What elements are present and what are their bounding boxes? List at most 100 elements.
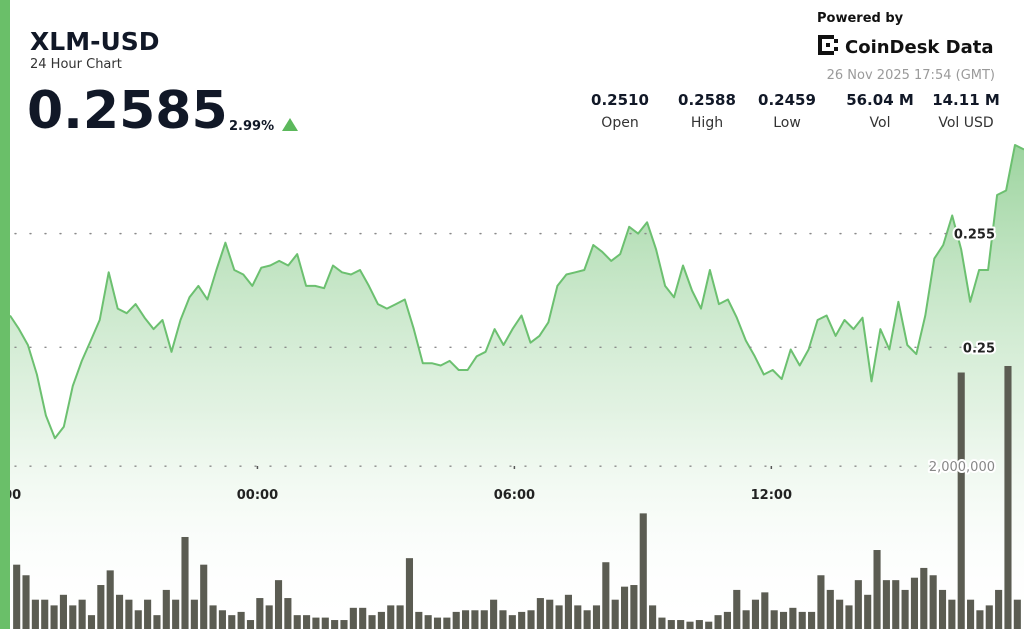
price-area xyxy=(10,145,1024,629)
volume-bar xyxy=(864,594,872,629)
brand: CoinDesk Data xyxy=(845,37,994,58)
volume-bar xyxy=(13,564,21,629)
volume-bar xyxy=(854,580,862,629)
volume-bar xyxy=(218,610,226,629)
volume-bar xyxy=(97,585,105,629)
volume-bar xyxy=(396,605,404,629)
volume-bar xyxy=(630,585,638,629)
volume-bar xyxy=(518,611,526,629)
price-line xyxy=(9,144,1024,440)
volume-bar xyxy=(920,567,928,629)
volume-bar xyxy=(639,513,647,629)
volume-bar xyxy=(125,599,133,629)
volume-bar xyxy=(705,621,713,629)
volume-bar xyxy=(948,599,956,629)
volume-bar xyxy=(181,536,189,629)
volume-bar xyxy=(817,575,825,629)
volume-bar xyxy=(200,564,208,629)
header: XLM-USD 24 Hour Chart 0.2585 2.99% Power… xyxy=(27,11,995,141)
volume-bar xyxy=(677,620,685,629)
volume-bar xyxy=(246,620,255,629)
volume-bar xyxy=(415,611,423,629)
volume-bar xyxy=(387,605,395,629)
volume-bar xyxy=(976,610,984,629)
volume-bar xyxy=(433,617,442,629)
stat-label: Vol USD xyxy=(938,115,993,131)
volume-bar xyxy=(368,615,376,629)
volume-bar xyxy=(938,589,947,629)
x-tick-label: 06:00 xyxy=(494,488,535,503)
stat-label: High xyxy=(691,115,723,131)
volume-bar xyxy=(667,620,675,629)
volume-bar xyxy=(22,575,30,629)
volume-bar xyxy=(284,598,292,629)
volume-bar xyxy=(910,577,919,629)
volume-bar xyxy=(967,599,975,629)
volume-bar xyxy=(190,599,198,629)
volume-bar xyxy=(658,617,666,629)
volume-bar xyxy=(536,598,544,629)
volume-bar xyxy=(405,558,414,629)
stat-value: 0.2588 xyxy=(678,91,736,109)
volume-bar xyxy=(499,610,507,629)
volume-bar xyxy=(59,594,67,629)
stat-value: 14.11 M xyxy=(932,91,1000,109)
volume-bar xyxy=(443,617,451,629)
price: 0.2585 xyxy=(27,81,228,141)
accent-bar xyxy=(0,0,10,629)
volume-bar xyxy=(172,599,180,629)
volume-bar xyxy=(564,594,572,629)
volume-bar xyxy=(789,607,797,629)
volume-bar xyxy=(31,599,39,629)
volume-bar xyxy=(873,550,881,629)
volume-bar xyxy=(50,605,58,629)
volume-bar xyxy=(527,610,535,629)
volume-bar xyxy=(424,615,432,629)
volume-bar xyxy=(508,615,516,629)
timestamp: 26 Nov 2025 17:54 (GMT) xyxy=(827,68,995,83)
volume-bar xyxy=(761,592,769,629)
volume-bar xyxy=(555,605,563,629)
stat-value: 0.2510 xyxy=(591,91,649,109)
volume-bar xyxy=(985,605,993,629)
volume-bar xyxy=(321,617,329,629)
x-tick-label: 00:00 xyxy=(237,488,278,503)
y-tick-label: 2,000,000 xyxy=(929,460,995,475)
volume-bar xyxy=(312,617,320,629)
volume-bar xyxy=(69,605,77,629)
y-tick-label: 0.25 xyxy=(963,341,995,356)
subtitle: 24 Hour Chart xyxy=(30,57,122,72)
volume-bar xyxy=(349,607,357,629)
volume-bar xyxy=(583,610,591,629)
volume-bar xyxy=(209,605,217,629)
volume-bar xyxy=(78,599,86,629)
symbol: XLM-USD xyxy=(30,27,160,56)
volume-bar xyxy=(929,575,937,629)
brand-logo xyxy=(818,35,838,55)
volume-bar xyxy=(340,620,348,629)
volume-bar xyxy=(331,620,339,629)
volume-bar xyxy=(162,589,170,629)
stat-label: Vol xyxy=(870,115,891,131)
volume-bar xyxy=(611,599,619,629)
volume-bar xyxy=(602,562,610,629)
volume-bar xyxy=(751,599,760,629)
y-tick-label: 0.255 xyxy=(954,228,995,243)
volume-bar xyxy=(770,610,778,629)
volume-bar xyxy=(733,589,741,629)
volume-bar xyxy=(808,611,816,629)
volume-bar xyxy=(265,605,273,629)
volume-bar xyxy=(649,605,657,629)
powered-by: Powered by xyxy=(817,11,904,26)
volume-bar xyxy=(303,615,311,629)
volume-bar xyxy=(293,615,301,629)
volume-bar xyxy=(106,570,114,629)
volume-bar xyxy=(237,611,245,629)
volume-bar xyxy=(686,621,694,629)
volume-bar xyxy=(134,610,142,629)
stat-value: 56.04 M xyxy=(846,91,914,109)
volume-bar xyxy=(462,610,470,629)
volume-bar xyxy=(723,611,731,629)
volume-bar xyxy=(377,611,385,629)
